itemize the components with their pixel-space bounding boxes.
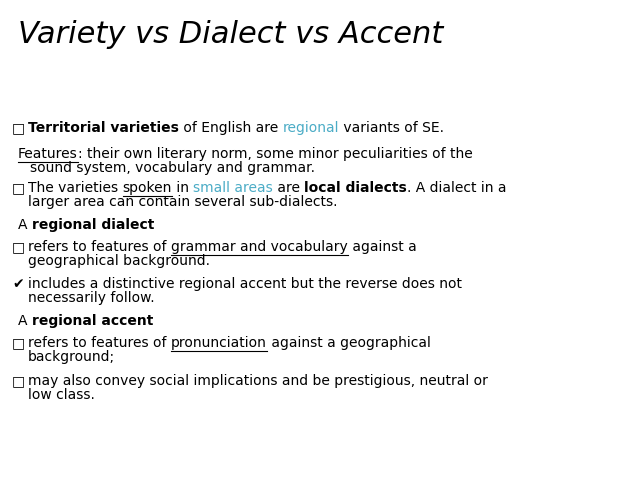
Text: refers to features of: refers to features of bbox=[28, 240, 171, 254]
Text: variants of SE.: variants of SE. bbox=[339, 121, 444, 135]
Text: background;: background; bbox=[28, 350, 115, 364]
Text: against a: against a bbox=[348, 240, 417, 254]
Text: spoken: spoken bbox=[122, 181, 172, 195]
Text: : their own literary norm, some minor peculiarities of the: : their own literary norm, some minor pe… bbox=[77, 147, 472, 161]
Text: □: □ bbox=[12, 181, 25, 195]
Text: regional accent: regional accent bbox=[32, 314, 153, 328]
Text: low class.: low class. bbox=[28, 388, 95, 402]
Text: regional: regional bbox=[282, 121, 339, 135]
Text: □: □ bbox=[12, 336, 25, 350]
Text: grammar and vocabulary: grammar and vocabulary bbox=[171, 240, 348, 254]
Text: in: in bbox=[172, 181, 193, 195]
Text: Features: Features bbox=[18, 147, 77, 161]
Text: pronunciation: pronunciation bbox=[171, 336, 267, 350]
Text: A: A bbox=[18, 314, 32, 328]
Text: . A dialect in a: . A dialect in a bbox=[407, 181, 507, 195]
Text: refers to features of: refers to features of bbox=[28, 336, 171, 350]
Text: sound system, vocabulary and grammar.: sound system, vocabulary and grammar. bbox=[30, 161, 315, 175]
Text: small areas: small areas bbox=[193, 181, 273, 195]
Text: Territorial varieties: Territorial varieties bbox=[28, 121, 179, 135]
Text: The varieties: The varieties bbox=[28, 181, 122, 195]
Text: □: □ bbox=[12, 240, 25, 254]
Text: are: are bbox=[273, 181, 305, 195]
Text: includes a distinctive regional accent but the reverse does not: includes a distinctive regional accent b… bbox=[28, 277, 462, 291]
Text: □: □ bbox=[12, 374, 25, 388]
Text: ✔: ✔ bbox=[12, 277, 24, 291]
Text: may also convey social implications and be prestigious, neutral or: may also convey social implications and … bbox=[28, 374, 488, 388]
Text: larger area can contain several sub-dialects.: larger area can contain several sub-dial… bbox=[28, 195, 337, 209]
Text: necessarily follow.: necessarily follow. bbox=[28, 291, 155, 305]
Text: A: A bbox=[18, 218, 32, 232]
Text: regional dialect: regional dialect bbox=[32, 218, 154, 232]
Text: Variety vs Dialect vs Accent: Variety vs Dialect vs Accent bbox=[18, 20, 444, 49]
Text: local dialects: local dialects bbox=[305, 181, 407, 195]
Text: geographical background.: geographical background. bbox=[28, 254, 210, 268]
Text: of English are: of English are bbox=[179, 121, 282, 135]
Text: □: □ bbox=[12, 121, 25, 135]
Text: against a geographical: against a geographical bbox=[267, 336, 431, 350]
